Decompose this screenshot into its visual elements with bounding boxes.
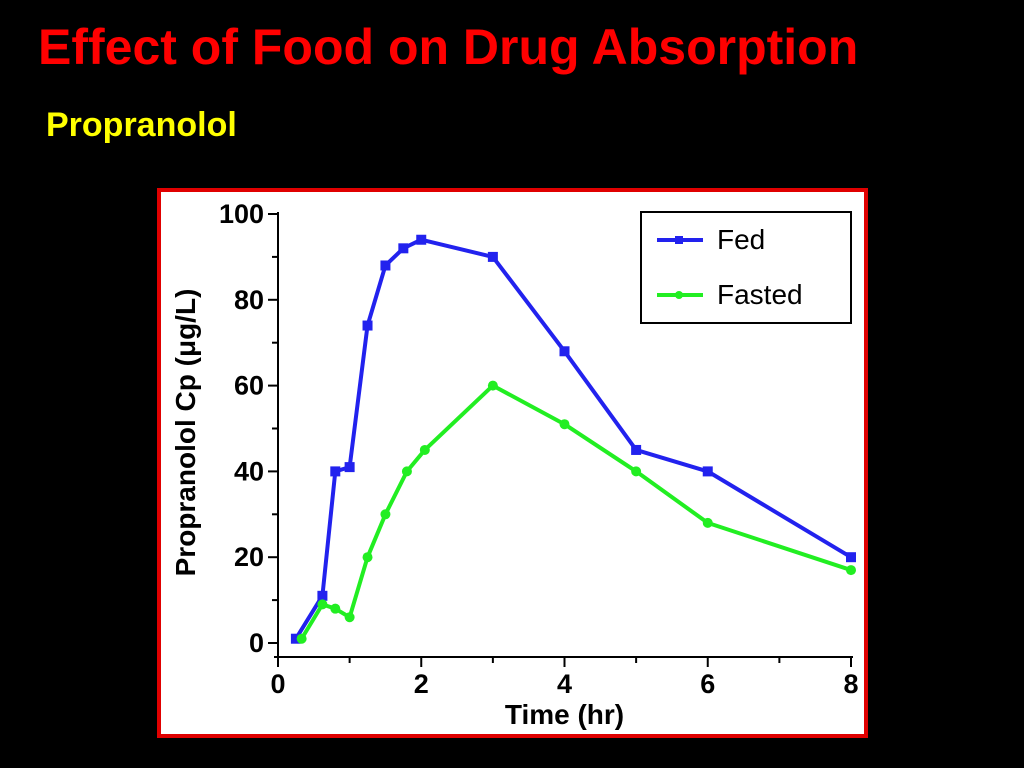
data-point-fed <box>702 466 713 477</box>
data-point-fed <box>380 260 391 271</box>
data-point-fed <box>631 444 642 455</box>
x-tick-label: 6 <box>700 669 715 699</box>
data-point-fasted <box>419 444 430 455</box>
data-point-fasted <box>380 509 391 520</box>
y-tick-label: 0 <box>249 628 264 658</box>
x-tick-label: 2 <box>414 669 429 699</box>
data-point-fed <box>330 466 341 477</box>
x-tick-label: 0 <box>270 669 285 699</box>
slide-subtitle: Propranolol <box>46 106 237 144</box>
data-point-fed <box>846 552 856 563</box>
chart-axes: 0 20 40 60 80 100 0 2 4 6 8 Time (hr) Propranolol Cp… <box>170 199 859 730</box>
data-point-fasted <box>702 517 713 528</box>
data-point-fasted <box>559 419 570 430</box>
data-point-fed <box>416 234 427 245</box>
x-axis-label: Time (hr) <box>505 699 624 730</box>
y-tick-label: 40 <box>234 456 264 486</box>
legend-box <box>640 211 852 324</box>
data-point-fasted <box>846 565 856 576</box>
legend-label: Fed <box>717 224 765 255</box>
x-tick-label: 4 <box>557 669 572 699</box>
data-point-fasted <box>487 380 498 391</box>
data-point-fasted <box>317 599 328 610</box>
data-point-fed <box>398 243 409 254</box>
data-point-fasted <box>631 466 642 477</box>
data-point-fed <box>317 590 328 601</box>
data-point-fasted <box>330 603 341 614</box>
y-tick-label: 80 <box>234 285 264 315</box>
slide-title: Effect of Food on Drug Absorption <box>38 19 859 75</box>
legend-label: Fasted <box>717 279 803 310</box>
chart-series <box>290 234 856 644</box>
chart-legend: Fed Fasted <box>640 211 852 324</box>
data-point-fasted <box>344 612 355 623</box>
y-tick-label: 100 <box>219 199 264 229</box>
y-tick-label: 60 <box>234 371 264 401</box>
legend-marker <box>675 291 683 299</box>
data-point-fasted <box>401 466 412 477</box>
x-tick-label: 8 <box>843 669 858 699</box>
y-axis-label: Propranolol Cp (μg/L) <box>170 289 201 577</box>
data-point-fed <box>290 633 301 644</box>
legend-marker <box>675 236 683 244</box>
data-point-fasted <box>296 633 307 644</box>
data-point-fed <box>559 346 570 357</box>
line-chart: 0 20 40 60 80 100 0 2 4 6 8 Time (hr) Propranolol Cp… <box>170 199 859 730</box>
data-point-fed <box>344 462 355 473</box>
data-point-fed <box>487 251 498 262</box>
data-point-fasted <box>362 552 373 563</box>
y-tick-label: 20 <box>234 542 264 572</box>
chart-frame: 0 20 40 60 80 100 0 2 4 6 8 Time (hr) Propranolol Cp… <box>157 188 868 738</box>
data-point-fed <box>362 320 373 331</box>
